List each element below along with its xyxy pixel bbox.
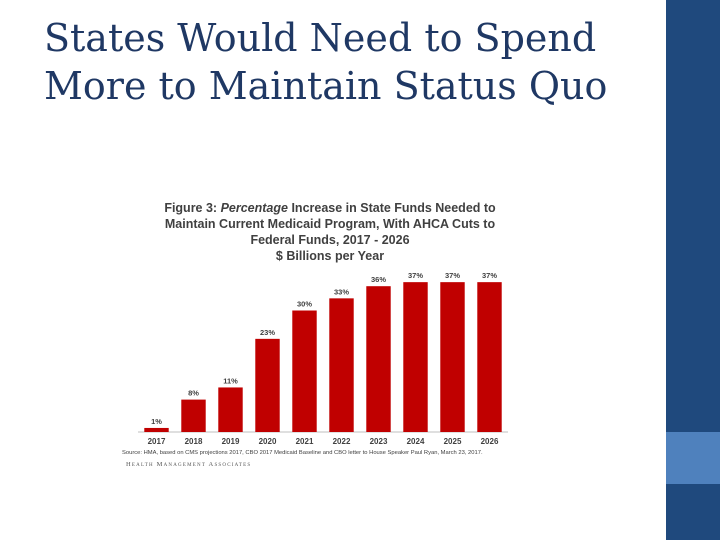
data-label-2018: 8%	[188, 389, 199, 398]
x-tick-2023: 2023	[370, 437, 388, 446]
x-tick-2024: 2024	[407, 437, 425, 446]
x-tick-2025: 2025	[444, 437, 462, 446]
x-tick-2018: 2018	[185, 437, 203, 446]
chart-title-line-1: Figure 3: Percentage Increase in State F…	[120, 200, 540, 216]
chart-title-line-2: Maintain Current Medicaid Program, With …	[164, 217, 496, 231]
data-label-2020: 23%	[260, 328, 275, 337]
data-label-2024: 37%	[408, 271, 423, 280]
x-tick-2026: 2026	[481, 437, 499, 446]
data-label-2021: 30%	[297, 300, 312, 309]
chart-title-line-4: $ Billions per Year	[275, 249, 385, 263]
x-tick-2019: 2019	[222, 437, 240, 446]
side-accent-block	[666, 432, 720, 484]
chart-title-rest: Increase in State Funds Needed to	[287, 201, 496, 215]
data-label-2022: 33%	[334, 287, 349, 296]
bar-chart: 1% 2017 8% 2018 11% 2019 23% 2020 30% 2021 33% 2022…	[138, 271, 508, 446]
hma-logo: Health Management Associates	[126, 461, 252, 468]
chart-title-italic: Percentage	[220, 201, 288, 215]
bar-2022	[329, 298, 354, 432]
slide-title-line-1: States Would Need to Spend	[44, 16, 597, 60]
x-tick-2017: 2017	[148, 437, 166, 446]
bar-2020	[255, 338, 280, 432]
bar-2019	[218, 387, 243, 432]
bar-2018	[181, 399, 206, 432]
chart-title: Figure 3: Percentage Increase in State F…	[120, 200, 540, 264]
bar-2023	[366, 286, 391, 432]
chart-source: Source: HMA, based on CMS projections 20…	[122, 450, 483, 456]
data-label-2026: 37%	[482, 271, 497, 280]
x-tick-2022: 2022	[333, 437, 351, 446]
data-label-2017: 1%	[151, 417, 162, 426]
data-label-2025: 37%	[445, 271, 460, 280]
bar-2021	[292, 310, 317, 432]
bar-2017	[144, 427, 169, 432]
bar-2024	[403, 282, 428, 432]
data-label-2019: 11%	[223, 376, 238, 385]
chart-figure: Figure 3: Percentage Increase in State F…	[120, 196, 540, 480]
bar-2025	[440, 282, 465, 432]
chart-title-line-3: Federal Funds, 2017 - 2026	[250, 233, 410, 247]
x-tick-2020: 2020	[259, 437, 277, 446]
data-label-2023: 36%	[371, 275, 386, 284]
chart-title-prefix: Figure 3:	[164, 201, 221, 215]
x-tick-2021: 2021	[296, 437, 314, 446]
bar-2026	[477, 282, 502, 432]
slide-title: States Would Need to Spend More to Maint…	[44, 14, 644, 110]
slide-title-line-2: More to Maintain Status Quo	[44, 64, 608, 108]
